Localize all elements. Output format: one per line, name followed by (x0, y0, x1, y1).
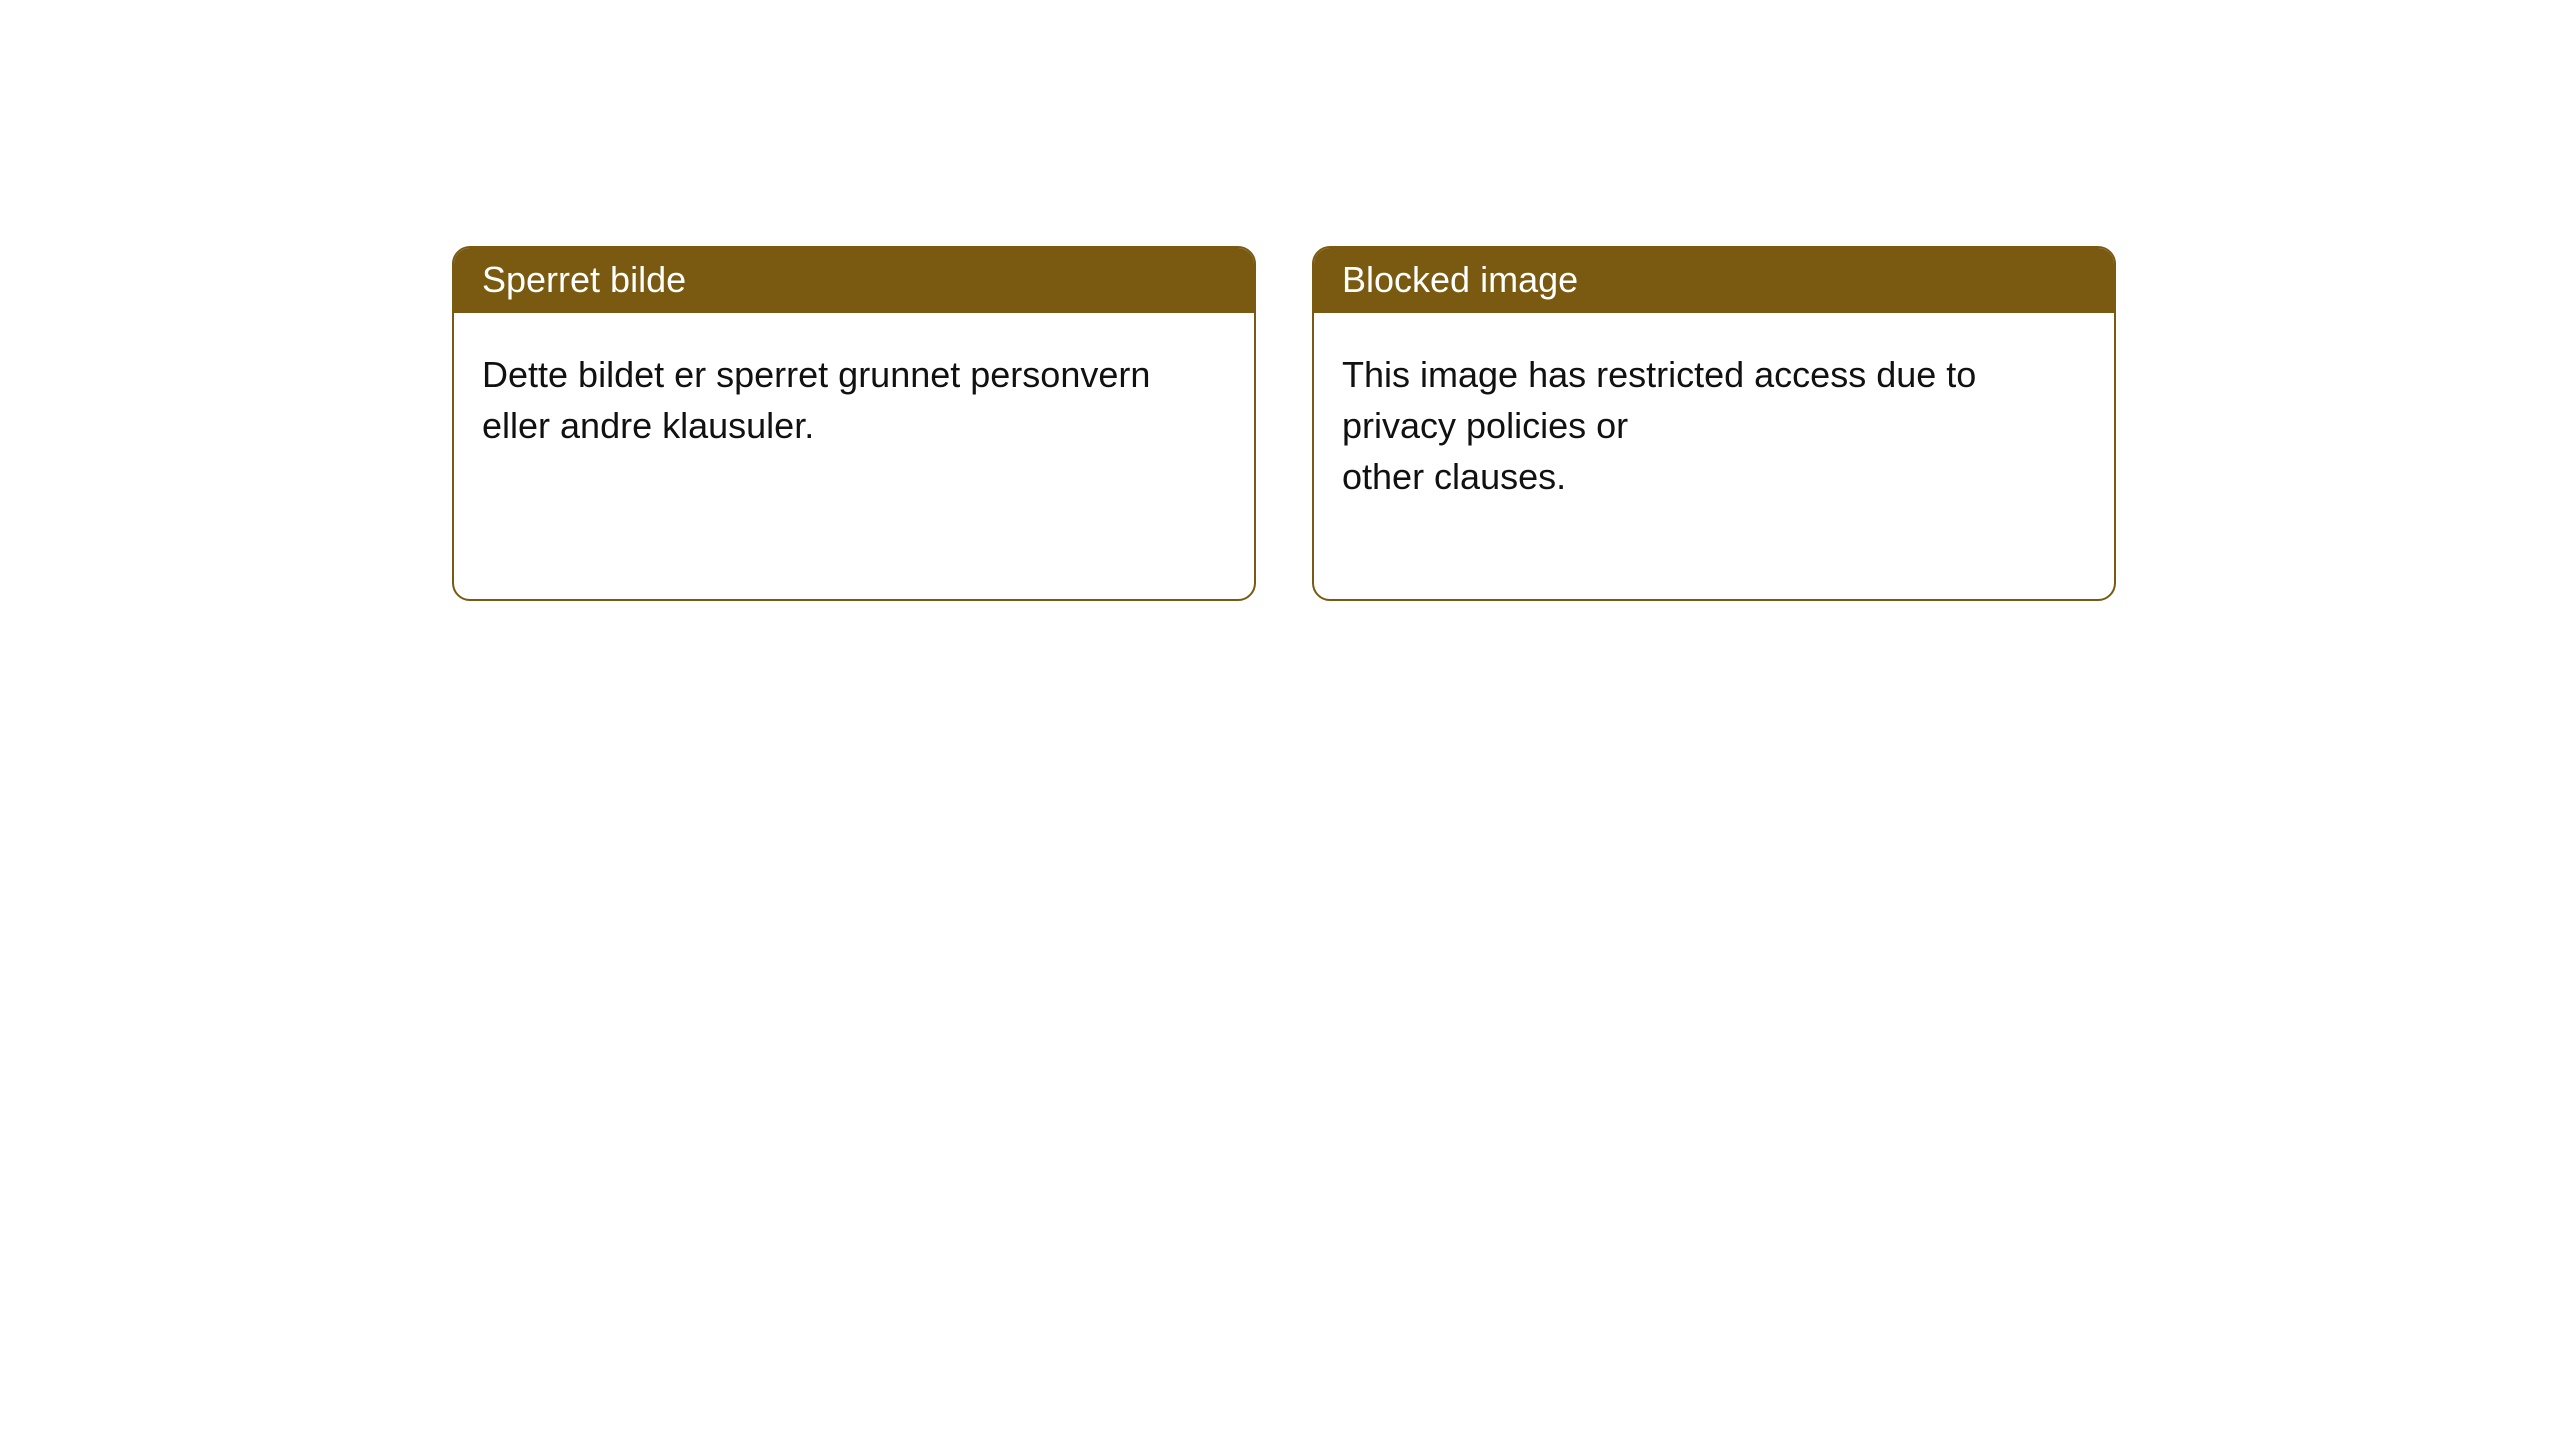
notice-title-no: Sperret bilde (454, 248, 1254, 313)
notice-body-en: This image has restricted access due to … (1314, 313, 2114, 598)
notice-title-en: Blocked image (1314, 248, 2114, 313)
notice-card-en: Blocked image This image has restricted … (1312, 246, 2116, 601)
notice-body-no: Dette bildet er sperret grunnet personve… (454, 313, 1254, 561)
notice-container: Sperret bilde Dette bildet er sperret gr… (0, 0, 2560, 601)
notice-card-no: Sperret bilde Dette bildet er sperret gr… (452, 246, 1256, 601)
